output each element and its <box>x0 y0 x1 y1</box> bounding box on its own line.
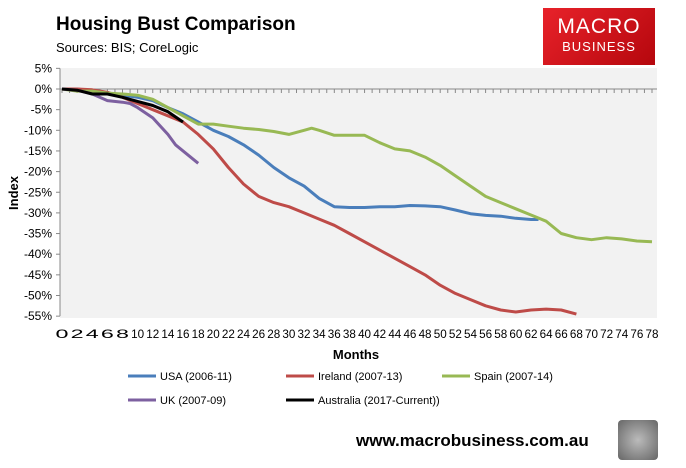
y-tick-label: -25% <box>24 185 52 199</box>
x-tick-label: 14 <box>161 327 174 341</box>
y-tick-label: -40% <box>24 247 52 261</box>
legend-label: Ireland (2007-13) <box>318 371 402 383</box>
x-tick-label: 36 <box>328 327 341 341</box>
x-tick-label: 64 <box>540 327 553 341</box>
x-tick-label: 10 <box>131 327 144 341</box>
logo-line-2: BUSINESS <box>562 39 636 54</box>
x-tick-label: 8 <box>116 327 130 341</box>
legend-label: Australia (2017-Current)) <box>318 395 440 407</box>
x-tick-label: 70 <box>585 327 598 341</box>
y-tick-label: 0% <box>35 82 53 96</box>
x-tick-label: 2 <box>71 327 85 341</box>
x-tick-label: 54 <box>464 327 477 341</box>
y-tick-label: -45% <box>24 268 52 282</box>
x-tick-label: 44 <box>388 327 401 341</box>
x-tick-label: 40 <box>358 327 371 341</box>
x-tick-label: 52 <box>449 327 462 341</box>
x-tick-label: 30 <box>282 327 295 341</box>
x-tick-label: 66 <box>555 327 568 341</box>
x-tick-label: 58 <box>494 327 507 341</box>
x-tick-label: 20 <box>207 327 220 341</box>
x-tick-label: 50 <box>434 327 447 341</box>
chart-subtitle: Sources: BIS; CoreLogic <box>56 40 199 55</box>
y-tick-label: -30% <box>24 206 52 220</box>
series-line-spain <box>61 87 653 244</box>
x-tick-label: 42 <box>373 327 386 341</box>
legend-label: UK (2007-09) <box>160 395 226 407</box>
x-tick-label: 16 <box>177 327 190 341</box>
x-tick-label: 22 <box>222 327 235 341</box>
legend-label: Spain (2007-14) <box>474 371 553 383</box>
x-tick-label: 60 <box>509 327 522 341</box>
x-tick-label: 48 <box>419 327 432 341</box>
x-tick-label: 24 <box>237 327 250 341</box>
series-line-ireland <box>62 87 577 316</box>
x-tick-label: 78 <box>646 327 659 341</box>
y-tick-label: -5% <box>31 103 53 117</box>
x-axis-title: Months <box>333 347 379 362</box>
macrobusiness-logo: MACRO BUSINESS <box>543 8 655 65</box>
x-tick-label: 4 <box>86 327 100 341</box>
x-tick-label: 34 <box>313 327 326 341</box>
wolf-mascot-image <box>618 420 658 460</box>
series-line-usa <box>62 87 539 221</box>
x-tick-label: 6 <box>101 327 115 341</box>
x-tick-label: 26 <box>252 327 265 341</box>
footer-url[interactable]: www.macrobusiness.com.au <box>356 431 589 450</box>
y-tick-label: 5% <box>35 61 53 75</box>
x-tick-label: 68 <box>570 327 583 341</box>
x-tick-label: 18 <box>192 327 205 341</box>
y-tick-label: -35% <box>24 227 52 241</box>
line-chart: 5% 0% -5% -10% -15% -20% -25% -30% -35% -40% -45% -… <box>6 61 659 407</box>
x-tick-label: 62 <box>524 327 537 341</box>
y-tick-label: -10% <box>24 123 52 137</box>
x-tick-label: 32 <box>298 327 311 341</box>
x-tick-label: 46 <box>403 327 416 341</box>
x-tick-label: 56 <box>479 327 492 341</box>
logo-line-1: MACRO <box>557 15 641 38</box>
x-tick-label: 0 <box>56 327 70 341</box>
x-tick-label: 12 <box>146 327 159 341</box>
x-tick-label: 72 <box>600 327 613 341</box>
x-tick-label: 38 <box>343 327 356 341</box>
y-tick-label: -20% <box>24 165 52 179</box>
series-line-australia <box>61 87 184 124</box>
y-tick-label: -15% <box>24 144 52 158</box>
legend-label: USA (2006-11) <box>160 371 232 383</box>
y-tick-label: -55% <box>24 309 52 323</box>
chart-title: Housing Bust Comparison <box>56 14 296 35</box>
y-axis-title: Index <box>6 175 21 210</box>
x-tick-label: 28 <box>267 327 280 341</box>
x-tick-label: 76 <box>630 327 643 341</box>
y-tick-label: -50% <box>24 289 52 303</box>
x-tick-label: 74 <box>615 327 628 341</box>
